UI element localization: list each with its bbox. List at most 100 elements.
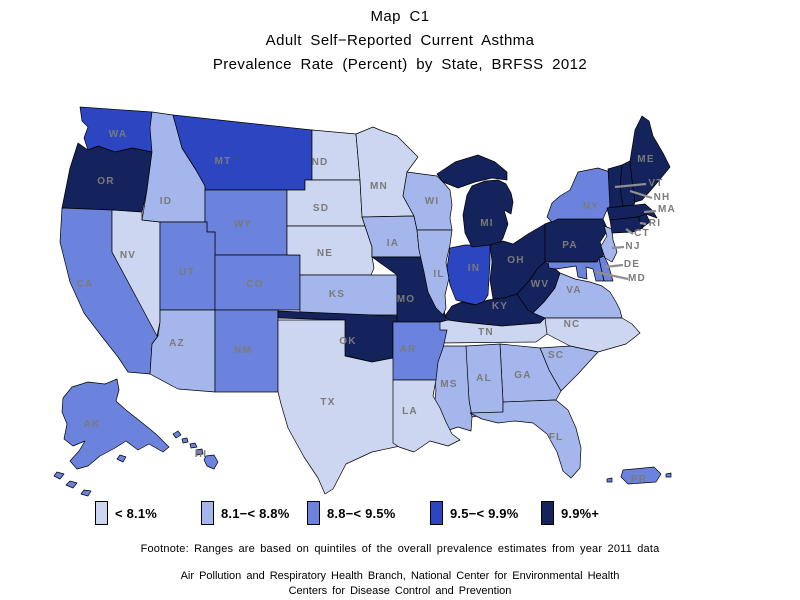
legend-swatch-4 [430, 501, 443, 525]
callout-line-md [595, 270, 629, 281]
state-ct [609, 216, 644, 234]
state-az [149, 309, 216, 393]
state-label-nh: NH [654, 192, 671, 203]
state-label-ky: KY [492, 301, 508, 312]
chart-title-block: Map C1 Adult Self−Reported Current Asthm… [0, 5, 800, 77]
state-il [416, 229, 453, 316]
legend-swatch-2 [201, 501, 214, 525]
state-label-mo: MO [397, 294, 416, 305]
state-label-or: OR [97, 176, 114, 187]
state-label-va: VA [566, 285, 582, 296]
state-label-al: AL [476, 373, 492, 384]
state-pr [606, 466, 672, 485]
state-label-id: ID [160, 196, 172, 207]
state-label-ok: OK [339, 336, 356, 347]
state-label-ia: IA [387, 238, 399, 249]
state-label-az: AZ [169, 338, 185, 349]
state-label-ms: MS [440, 379, 457, 390]
callout-line-ma [643, 209, 657, 214]
state-label-in: IN [468, 263, 480, 274]
state-me [629, 115, 671, 203]
state-label-mi: MI [480, 218, 494, 229]
state-label-vt: VT [648, 178, 663, 189]
state-label-la: LA [402, 406, 418, 417]
state-label-ar: AR [400, 344, 417, 355]
state-fl [469, 399, 582, 479]
state-label-me: ME [637, 154, 654, 165]
legend-swatch-1 [95, 501, 108, 525]
state-label-ne: NE [317, 248, 333, 259]
legend-item-1: < 8.1% [95, 501, 157, 527]
legend-item-3: 8.8−< 9.5% [307, 501, 396, 527]
state-label-il: IL [433, 269, 444, 280]
attribution-line1: Air Pollution and Respiratory Health Bra… [180, 570, 620, 582]
state-label-nj: NJ [625, 241, 640, 252]
state-label-nd: ND [312, 157, 329, 168]
legend-swatch-3 [307, 501, 320, 525]
state-nc [544, 317, 641, 353]
state-label-sd: SD [313, 203, 329, 214]
legend-label-3: 8.8−< 9.5% [327, 505, 396, 521]
state-label-sc: SC [548, 350, 564, 361]
state-hi [172, 430, 219, 470]
callout-line-ct [625, 228, 634, 235]
state-va [532, 272, 623, 319]
state-md [547, 257, 605, 282]
state-label-mt: MT [215, 156, 232, 167]
state-ak [53, 378, 170, 497]
state-label-co: CO [246, 279, 263, 290]
state-wi [402, 171, 453, 231]
state-label-ca: CA [77, 279, 94, 290]
state-label-ct: CT [634, 228, 650, 239]
state-nd [311, 129, 361, 181]
state-label-de: DE [624, 259, 640, 270]
chart-title-line3: Prevalence Rate (Percent) by State, BRFS… [212, 56, 588, 73]
legend-item-4: 9.5−< 9.9% [430, 501, 519, 527]
attribution-block: Air Pollution and Respiratory Health Bra… [0, 569, 800, 599]
chart-title-line2: Adult Self−Reported Current Asthma [265, 32, 535, 49]
state-in [446, 244, 491, 307]
legend: < 8.1% 8.1−< 8.8% 8.8−< 9.5% 9.5−< 9.9% … [0, 501, 800, 529]
state-label-wa: WA [109, 129, 128, 140]
state-label-ga: GA [514, 370, 531, 381]
state-label-wy: WY [234, 219, 253, 230]
state-ut [159, 221, 216, 311]
state-label-hi: HI [195, 449, 207, 460]
state-label-nv: NV [120, 250, 136, 261]
state-label-nc: NC [564, 319, 581, 330]
callout-line-ri [639, 221, 647, 226]
state-la [392, 379, 461, 453]
state-label-pr: PR [631, 474, 647, 485]
callout-line-nh [629, 189, 653, 200]
state-label-ks: KS [329, 289, 345, 300]
state-label-wv: WV [531, 279, 550, 290]
chart-title-line1: Map C1 [370, 8, 430, 25]
state-label-ny: NY [583, 201, 599, 212]
state-label-oh: OH [507, 255, 524, 266]
callout-line-nj [611, 245, 625, 250]
state-label-ma: MA [658, 204, 676, 215]
attribution-line2: Centers for Disease Control and Preventi… [288, 585, 512, 597]
state-label-pa: PA [562, 240, 578, 251]
footnote: Footnote: Ranges are based on quintiles … [140, 543, 660, 555]
state-mi [436, 154, 514, 248]
state-label-nm: NM [234, 345, 252, 356]
state-tx [277, 319, 401, 495]
state-label-mn: MN [370, 181, 388, 192]
callout-line-vt [614, 182, 647, 189]
state-label-md: MD [628, 273, 646, 284]
legend-item-5: 9.9%+ [541, 501, 599, 527]
state-ks [299, 274, 398, 316]
state-label-tx: TX [320, 397, 335, 408]
state-label-wi: WI [425, 196, 440, 207]
state-label-ut: UT [179, 267, 195, 278]
legend-label-4: 9.5−< 9.9% [450, 505, 519, 521]
legend-swatch-5 [541, 501, 554, 525]
callout-line-de [604, 263, 624, 269]
state-label-tn: TN [478, 327, 494, 338]
state-label-fl: FL [549, 432, 564, 443]
legend-label-5: 9.9%+ [561, 505, 600, 521]
legend-label-2: 8.1−< 8.8% [221, 505, 290, 521]
